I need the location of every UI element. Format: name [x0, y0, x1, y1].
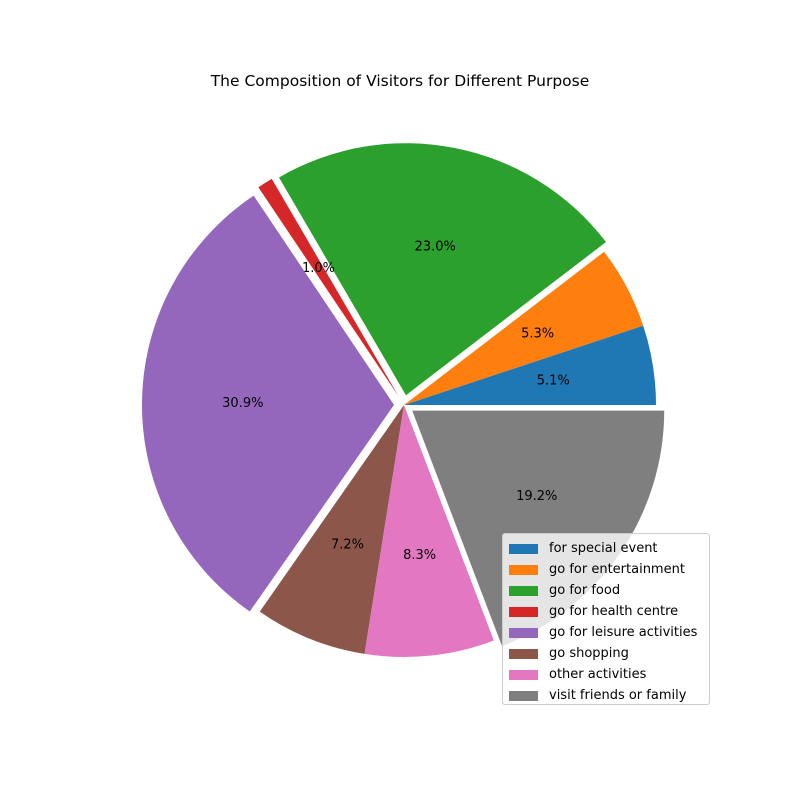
legend-label: go for leisure activities: [549, 625, 698, 640]
legend-item: go shopping: [509, 643, 709, 664]
legend-swatch: [509, 669, 538, 680]
slice-percent-label: 1.0%: [302, 261, 335, 276]
chart-title: The Composition of Visitors for Differen…: [210, 72, 590, 90]
legend-swatch: [509, 648, 538, 659]
legend-swatch: [509, 585, 538, 596]
legend-swatch: [509, 543, 538, 554]
legend-label: other activities: [549, 667, 647, 682]
legend-label: go for food: [549, 583, 621, 598]
legend-item: go for entertainment: [509, 559, 709, 580]
legend-item: visit friends or family: [509, 685, 709, 706]
legend-swatch: [509, 606, 538, 617]
pie-slice-go-for-health-centre: [258, 178, 399, 397]
slice-percent-label: 8.3%: [403, 548, 436, 563]
slice-percent-label: 5.1%: [537, 373, 570, 388]
pie-slice-go-for-leisure-activities: [142, 195, 395, 612]
legend-label: go shopping: [549, 646, 629, 661]
slice-percent-label: 7.2%: [331, 538, 364, 553]
slice-percent-label: 23.0%: [415, 239, 456, 254]
pie-slice-other-activities: [364, 405, 494, 658]
chart-legend: for special event go for entertainment go …: [502, 533, 710, 705]
legend-swatch: [509, 627, 538, 638]
pie-slice-go-for-food: [279, 143, 607, 396]
legend-label: visit friends or family: [549, 688, 687, 703]
legend-label: for special event: [549, 541, 658, 556]
legend-label: go for health centre: [549, 604, 679, 619]
legend-item: go for health centre: [509, 601, 709, 622]
legend-item: for special event: [509, 538, 709, 559]
slice-percent-label: 30.9%: [222, 396, 263, 411]
pie-slice-for-special-event: [404, 325, 656, 405]
legend-swatch: [509, 564, 538, 575]
legend-item: go for food: [509, 580, 709, 601]
slice-percent-label: 19.2%: [516, 489, 557, 504]
legend-item: other activities: [509, 664, 709, 685]
pie-slice-visit-friends-or-family: [412, 410, 665, 647]
legend-label: go for entertainment: [549, 562, 685, 577]
pie-slice-go-shopping: [259, 405, 404, 654]
slice-percent-label: 5.3%: [521, 327, 554, 342]
legend-swatch: [509, 690, 538, 701]
legend-item: go for leisure activities: [509, 622, 709, 643]
pie-slice-go-for-entertainment: [404, 251, 644, 405]
